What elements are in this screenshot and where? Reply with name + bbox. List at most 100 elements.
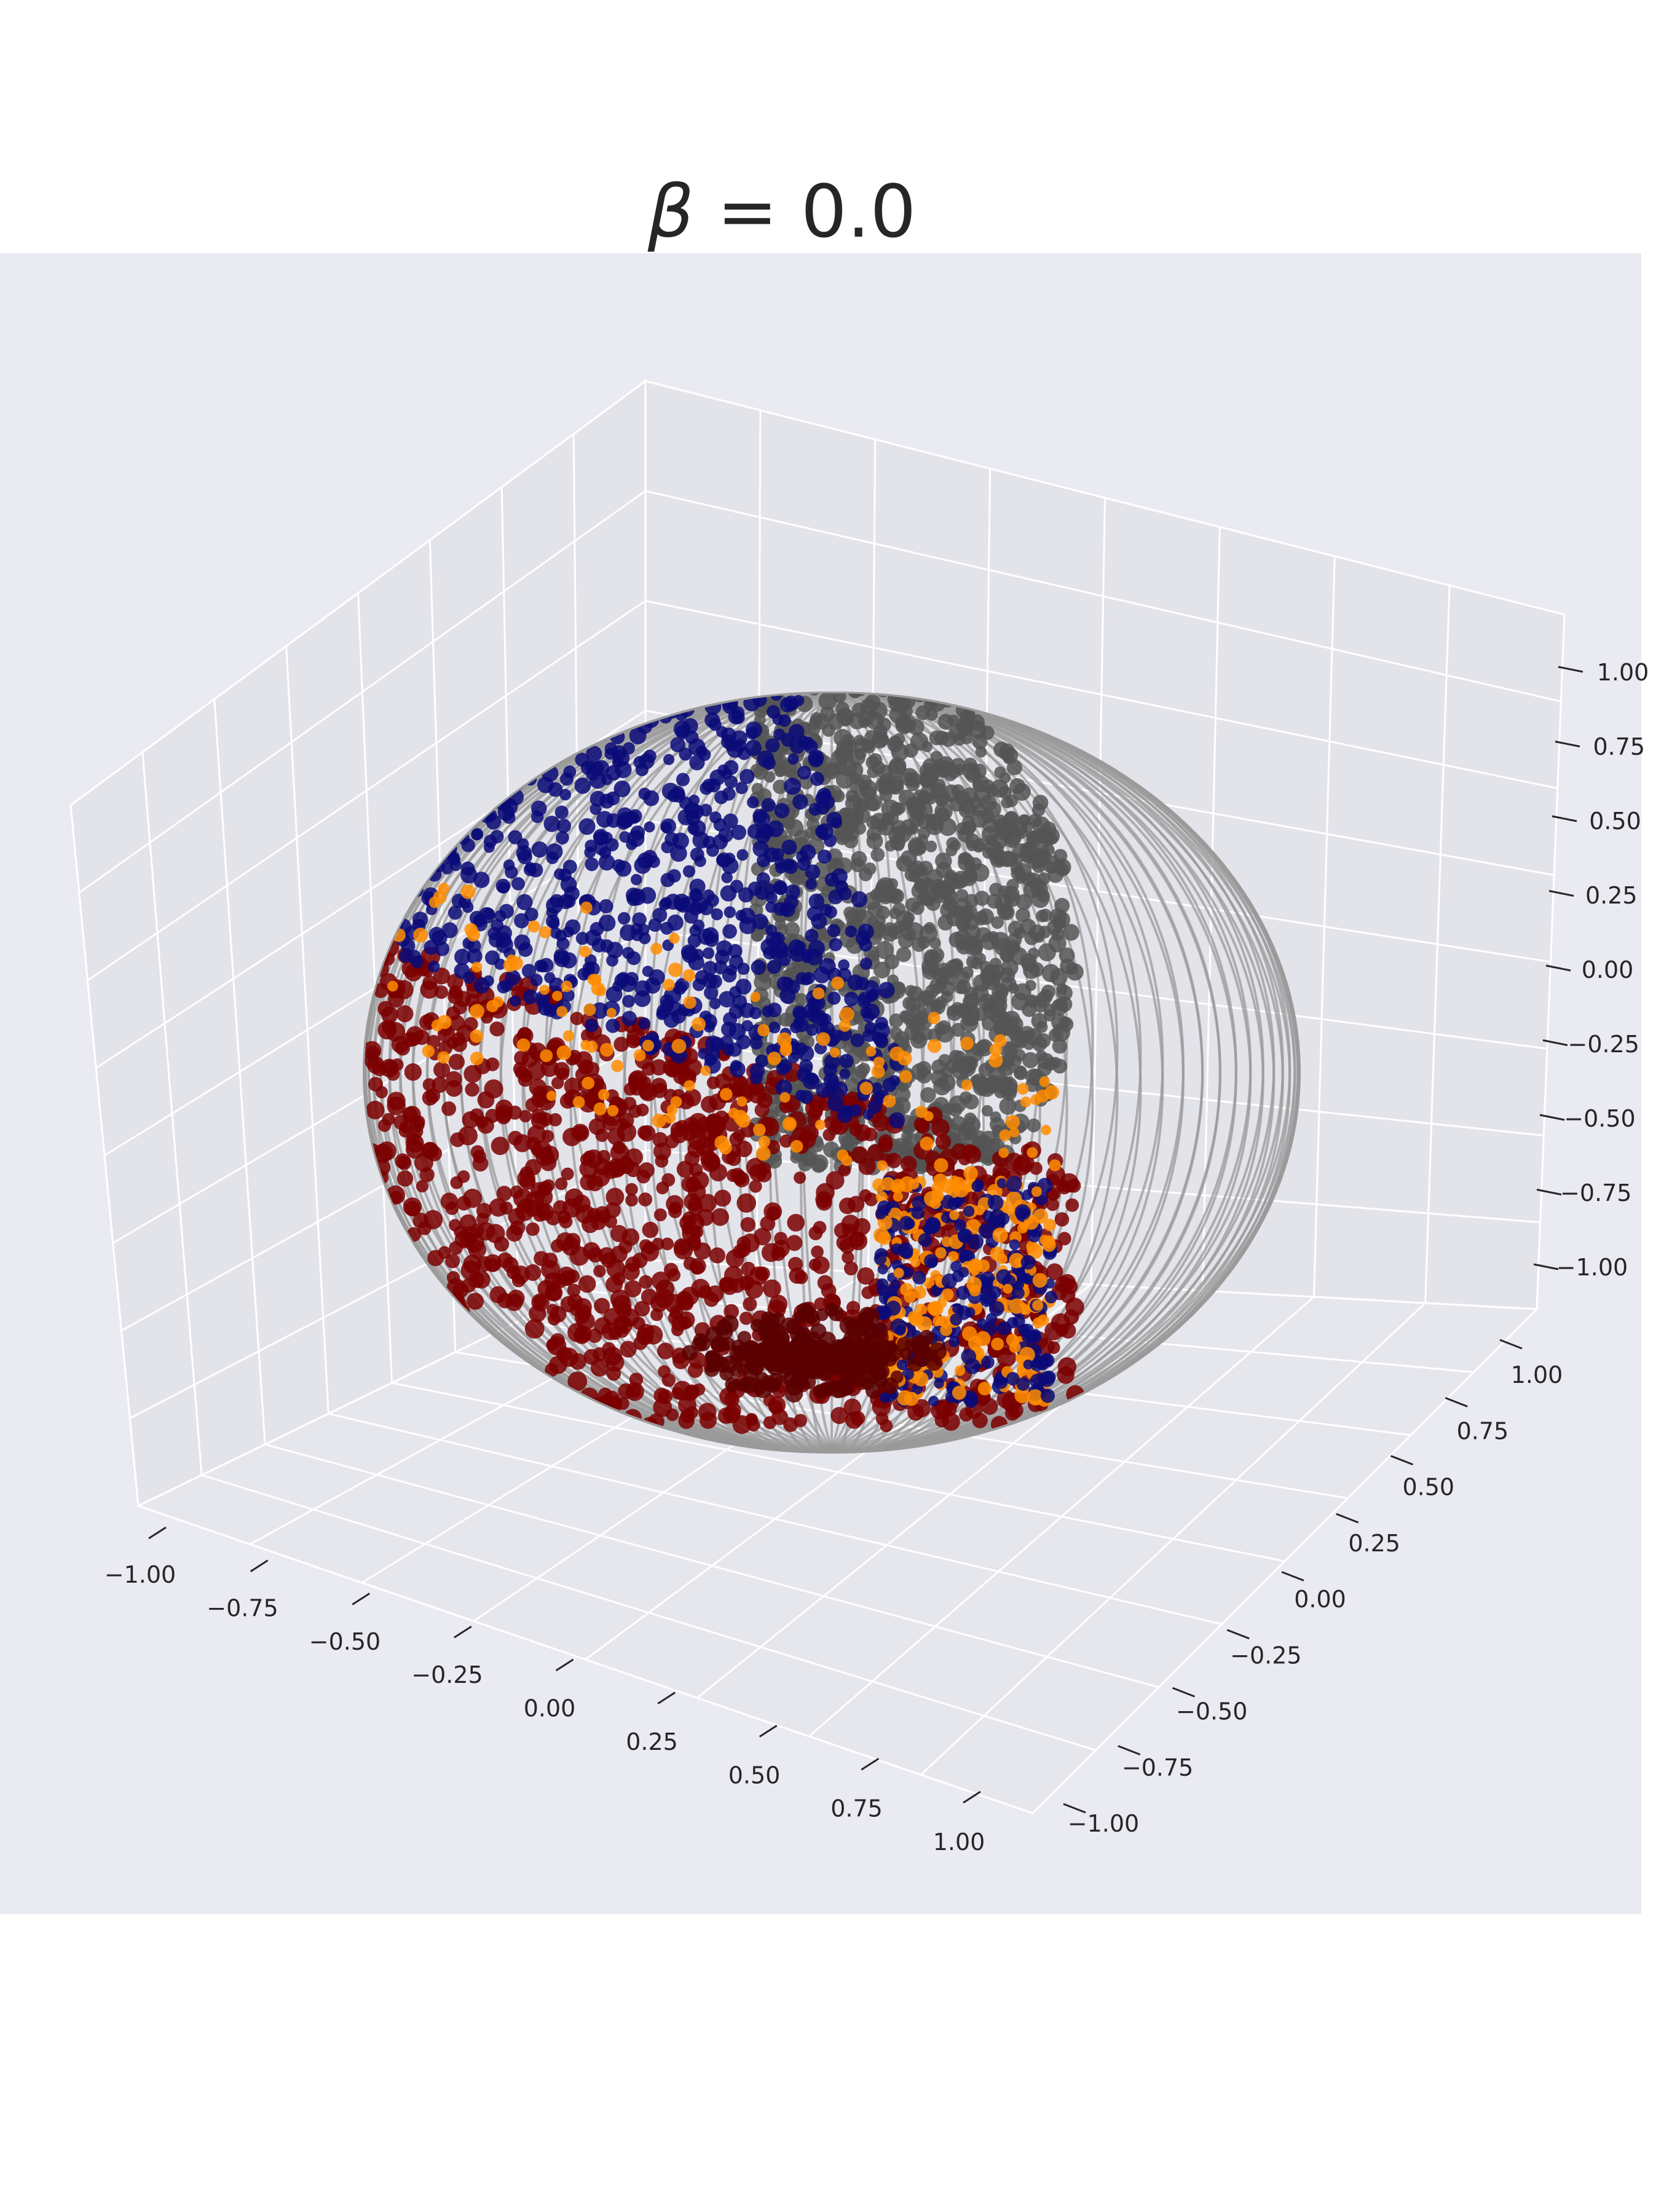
point-series-red bbox=[714, 1189, 732, 1207]
point-series-blue bbox=[660, 818, 677, 834]
point-series-gray bbox=[937, 915, 953, 931]
x-tick-label: 0.25 bbox=[626, 1728, 678, 1755]
point-boundary-cluster bbox=[996, 1178, 1008, 1189]
point-series-blue bbox=[801, 948, 813, 961]
point-series-blue bbox=[768, 1022, 781, 1034]
point-series-red bbox=[743, 1297, 757, 1312]
point-series-red bbox=[830, 1407, 848, 1424]
point-south-pole bbox=[784, 1384, 803, 1403]
point-series-red bbox=[842, 1251, 854, 1264]
point-series-red bbox=[733, 1171, 747, 1186]
point-series-orange bbox=[839, 1007, 854, 1022]
point-boundary-cluster bbox=[992, 1227, 1008, 1243]
point-series-blue bbox=[792, 793, 808, 810]
point-series-gray bbox=[884, 954, 899, 970]
point-series-blue bbox=[810, 771, 824, 786]
point-south-pole bbox=[856, 1321, 870, 1335]
point-south-pole bbox=[751, 1352, 767, 1367]
point-series-blue bbox=[722, 924, 737, 939]
point-series-blue bbox=[779, 987, 796, 1004]
point-series-red bbox=[423, 1210, 443, 1230]
point-series-gray bbox=[894, 803, 906, 814]
point-series-red bbox=[652, 1132, 668, 1148]
point-boundary-cluster bbox=[908, 1178, 920, 1190]
point-boundary-cluster bbox=[950, 1313, 963, 1326]
point-series-blue bbox=[517, 849, 532, 865]
point-series-blue bbox=[660, 994, 674, 1009]
point-series-orange bbox=[470, 1004, 484, 1019]
point-series-red bbox=[452, 1037, 467, 1052]
point-boundary-cluster bbox=[1042, 1235, 1055, 1248]
point-series-blue bbox=[689, 878, 706, 895]
point-boundary-cluster bbox=[893, 1267, 904, 1278]
point-series-red bbox=[422, 1090, 438, 1106]
point-series-blue bbox=[709, 998, 721, 1010]
point-series-blue bbox=[844, 991, 859, 1007]
point-series-gray bbox=[994, 766, 1006, 779]
point-series-blue bbox=[765, 924, 778, 936]
point-series-red bbox=[449, 1241, 463, 1255]
point-series-red bbox=[540, 1154, 557, 1171]
point-series-gray bbox=[1001, 951, 1012, 963]
point-series-blue bbox=[574, 778, 591, 794]
point-series-blue bbox=[545, 914, 560, 928]
point-boundary-cluster bbox=[875, 1208, 886, 1219]
point-series-gray bbox=[910, 732, 929, 751]
point-series-blue bbox=[817, 849, 832, 864]
point-series-gray bbox=[964, 833, 980, 849]
point-series-red bbox=[610, 1225, 628, 1243]
point-series-blue bbox=[599, 899, 613, 914]
point-series-orange bbox=[663, 978, 675, 991]
point-series-gray bbox=[999, 743, 1015, 759]
point-series-red bbox=[602, 1342, 616, 1356]
point-series-blue bbox=[559, 789, 572, 801]
z-tick-label: 0.25 bbox=[1585, 882, 1638, 909]
point-series-red bbox=[422, 975, 438, 990]
point-series-red bbox=[519, 1109, 532, 1123]
x-tick-label: 0.50 bbox=[728, 1762, 781, 1789]
point-series-gray bbox=[932, 758, 947, 774]
z-tick-label: −0.25 bbox=[1568, 1031, 1639, 1058]
point-series-red bbox=[590, 1358, 609, 1377]
point-series-blue bbox=[485, 950, 500, 965]
point-series-red bbox=[836, 1234, 853, 1251]
point-series-red bbox=[789, 1267, 806, 1284]
point-series-blue bbox=[800, 844, 816, 860]
point-series-orange bbox=[666, 1104, 678, 1116]
point-series-orange bbox=[683, 996, 696, 1009]
point-series-blue bbox=[706, 894, 719, 907]
point-series-gray bbox=[775, 765, 787, 777]
point-series-blue bbox=[829, 938, 843, 951]
point-series-blue bbox=[502, 811, 516, 824]
point-series-gray bbox=[951, 1023, 965, 1037]
point-series-red bbox=[701, 1152, 721, 1172]
point-boundary-cluster bbox=[1023, 1359, 1033, 1370]
point-series-red bbox=[650, 1308, 663, 1321]
point-series-red bbox=[690, 1225, 704, 1239]
point-series-blue bbox=[511, 877, 525, 891]
point-series-blue bbox=[882, 1077, 897, 1092]
point-series-blue bbox=[714, 960, 728, 975]
point-series-blue bbox=[585, 1018, 599, 1033]
point-boundary-cluster bbox=[971, 1180, 984, 1192]
point-series-orange bbox=[633, 1049, 646, 1061]
z-tick-label: −0.75 bbox=[1560, 1179, 1631, 1207]
point-series-red bbox=[567, 1283, 581, 1297]
point-series-blue bbox=[660, 897, 672, 909]
point-series-gray bbox=[907, 803, 923, 819]
point-series-orange bbox=[561, 980, 573, 992]
point-series-gray bbox=[920, 892, 933, 905]
point-series-red bbox=[580, 1028, 595, 1043]
point-boundary-cluster bbox=[1044, 1291, 1058, 1304]
point-south-pole bbox=[874, 1366, 888, 1381]
point-series-blue bbox=[888, 1112, 905, 1128]
point-series-red bbox=[634, 1301, 650, 1317]
point-boundary-cluster bbox=[953, 1182, 969, 1198]
point-series-gray bbox=[896, 1080, 909, 1092]
point-series-red bbox=[560, 1296, 577, 1313]
point-series-orange bbox=[668, 963, 683, 977]
point-series-orange bbox=[387, 980, 398, 992]
point-series-gray bbox=[1009, 778, 1026, 794]
point-series-orange bbox=[684, 1080, 695, 1092]
z-tick-label: 0.75 bbox=[1593, 733, 1645, 760]
